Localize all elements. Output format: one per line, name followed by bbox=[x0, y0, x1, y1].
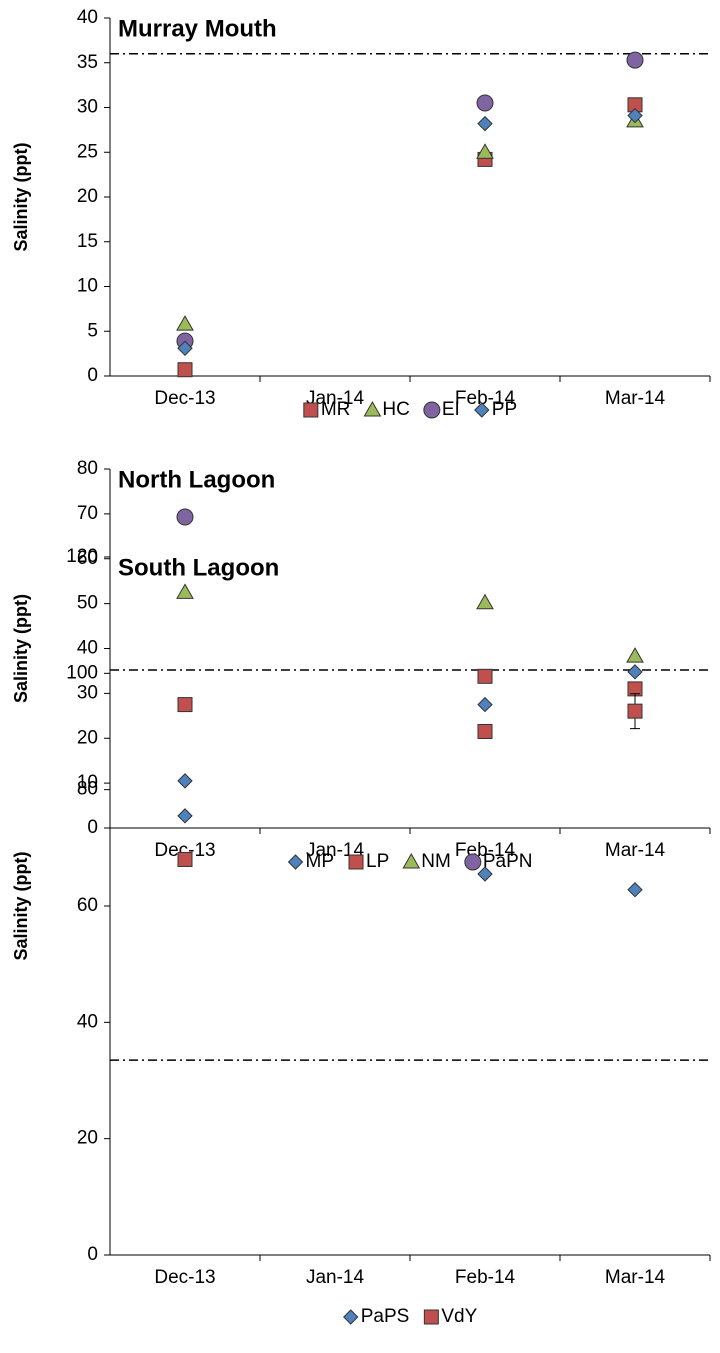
legend: PaPS VdY bbox=[343, 1306, 478, 1327]
y-tick-label: 35 bbox=[77, 52, 98, 73]
marker-diamond bbox=[177, 808, 193, 824]
legend-label: EI bbox=[442, 399, 460, 420]
y-tick-label: 50 bbox=[77, 593, 98, 614]
marker-diamond bbox=[477, 115, 493, 132]
legend-label: MR bbox=[321, 399, 351, 420]
legend-label: MP bbox=[306, 851, 335, 872]
x-tick-label: Jan-14 bbox=[306, 1267, 365, 1288]
y-tick-label: 10 bbox=[77, 276, 98, 297]
x-tick-label: Mar-14 bbox=[605, 1267, 666, 1288]
marker-triangle bbox=[476, 593, 494, 610]
y-tick-label: 0 bbox=[87, 1244, 98, 1265]
y-tick-label: 40 bbox=[77, 7, 98, 28]
y-tick-label: 20 bbox=[77, 186, 98, 207]
x-tick-label: Mar-14 bbox=[605, 388, 666, 409]
y-tick-label: 60 bbox=[77, 548, 98, 569]
marker-square bbox=[477, 668, 493, 684]
x-tick-label: Dec-13 bbox=[154, 840, 215, 861]
legend-marker bbox=[402, 852, 421, 869]
chart-title: North Lagoon bbox=[118, 466, 275, 493]
y-tick-label: 0 bbox=[87, 817, 98, 838]
legend-marker bbox=[423, 401, 441, 419]
legend-label: PaPS bbox=[361, 1306, 410, 1327]
y-tick-label: 30 bbox=[77, 97, 98, 118]
legend-marker bbox=[348, 854, 364, 870]
marker-triangle bbox=[626, 647, 644, 663]
marker-diamond bbox=[477, 866, 493, 882]
legend: MR HC EI PP bbox=[303, 399, 517, 420]
legend-label: PP bbox=[492, 399, 517, 420]
legend-marker bbox=[343, 1309, 359, 1325]
y-tick-label: 80 bbox=[77, 458, 98, 479]
x-tick-label: Feb-14 bbox=[455, 1267, 516, 1288]
x-tick-label: Mar-14 bbox=[605, 840, 666, 861]
y-tick-label: 70 bbox=[77, 503, 98, 524]
x-tick-label: Dec-13 bbox=[154, 1267, 215, 1288]
y-tick-label: 100 bbox=[66, 662, 98, 683]
legend-marker bbox=[287, 854, 304, 870]
y-tick-label: 40 bbox=[77, 1011, 98, 1032]
y-tick-label: 15 bbox=[77, 231, 98, 252]
y-tick-label: 0 bbox=[87, 365, 98, 386]
marker-square bbox=[627, 703, 643, 719]
marker-circle bbox=[176, 508, 194, 526]
y-tick-label: 5 bbox=[87, 320, 98, 341]
y-tick-label: 120 bbox=[66, 546, 98, 567]
legend-marker bbox=[474, 402, 490, 418]
marker-circle bbox=[476, 94, 494, 112]
y-tick-label: 80 bbox=[77, 779, 98, 800]
legend-label: PaPN bbox=[483, 851, 533, 872]
y-tick-label: 30 bbox=[77, 682, 98, 703]
legend-marker bbox=[464, 853, 482, 871]
legend-label: NM bbox=[421, 851, 451, 872]
y-tick-label: 20 bbox=[77, 727, 98, 748]
x-tick-label: Dec-13 bbox=[154, 388, 215, 409]
marker-circle bbox=[626, 51, 644, 69]
legend-marker bbox=[363, 400, 382, 417]
marker-square bbox=[477, 724, 493, 739]
x-tick-label: Feb-14 bbox=[455, 388, 516, 409]
legend-label: VdY bbox=[441, 1306, 477, 1327]
legend-marker bbox=[303, 402, 319, 418]
legend: MP LP NM PaPN bbox=[287, 851, 533, 872]
marker-diamond bbox=[477, 696, 493, 713]
y-axis-label: Salinity (ppt) bbox=[11, 594, 31, 703]
y-tick-label: 20 bbox=[77, 1128, 98, 1149]
chart-title: Murray Mouth bbox=[118, 15, 277, 42]
chart-title: South Lagoon bbox=[118, 554, 279, 581]
y-tick-label: 60 bbox=[77, 895, 98, 916]
marker-diamond bbox=[627, 664, 643, 680]
marker-diamond bbox=[627, 882, 643, 898]
marker-square bbox=[177, 362, 193, 378]
marker-square bbox=[177, 851, 193, 867]
legend-label: HC bbox=[382, 399, 409, 420]
legend-label: LP bbox=[366, 851, 389, 872]
y-tick-label: 40 bbox=[77, 638, 98, 659]
x-tick-label: Jan-14 bbox=[306, 388, 365, 409]
marker-square bbox=[177, 697, 193, 713]
y-tick-label: 10 bbox=[77, 772, 98, 793]
marker-diamond bbox=[627, 107, 643, 124]
marker-triangle bbox=[476, 143, 494, 159]
marker-diamond bbox=[177, 340, 193, 356]
legend-marker bbox=[423, 1309, 439, 1325]
y-axis-label: Salinity (ppt) bbox=[11, 143, 31, 252]
y-tick-label: 25 bbox=[77, 141, 98, 162]
marker-triangle bbox=[176, 315, 194, 331]
y-axis-label: Salinity (ppt) bbox=[11, 852, 31, 961]
marker-diamond bbox=[177, 773, 193, 789]
marker-triangle bbox=[176, 583, 194, 599]
